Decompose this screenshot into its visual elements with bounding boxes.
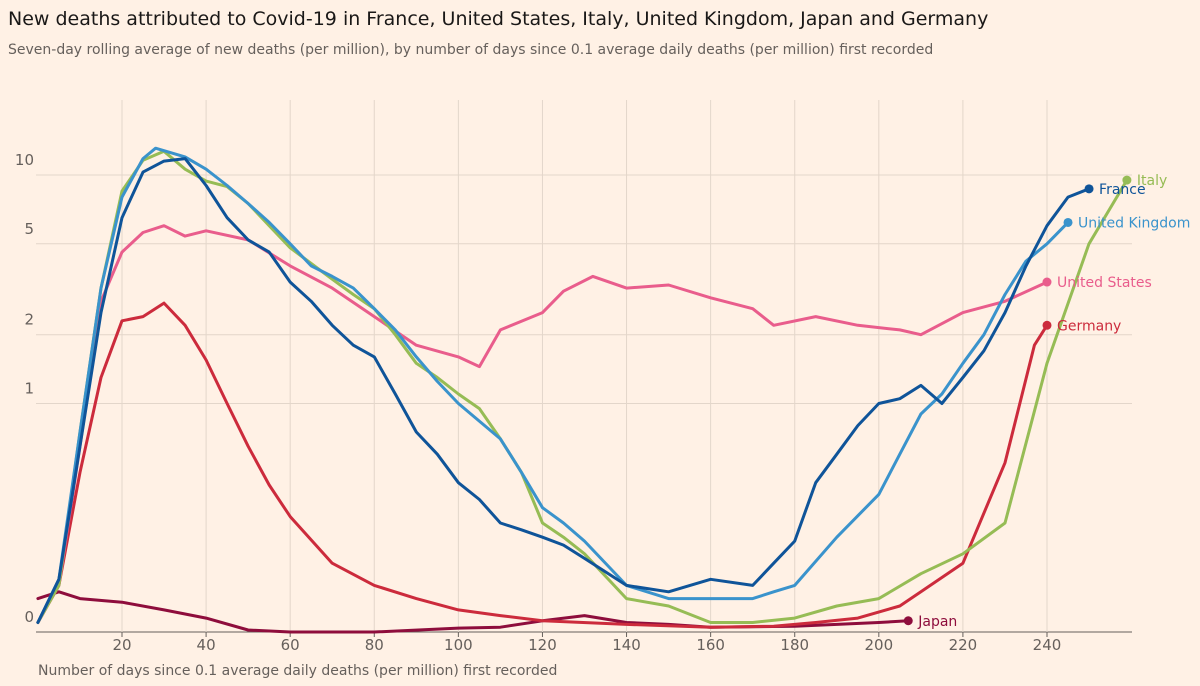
x-tick-label: 100 (444, 636, 473, 654)
x-tick-label: 80 (365, 636, 384, 654)
x-axis-ticks: 20 40 60 80 100 120 140 160 180 200 220 240 (112, 636, 1061, 654)
series-label-japan: Japan (917, 614, 957, 630)
series-label-italy: Italy (1137, 173, 1167, 189)
x-tick-label: 180 (780, 636, 809, 654)
x-tick-label: 140 (612, 636, 641, 654)
series-line-united-states (36, 224, 1049, 624)
x-tick-label: 200 (864, 636, 893, 654)
y-tick-label: 10 (15, 151, 34, 169)
series-line-germany (36, 301, 1049, 629)
x-tick-label: 240 (1033, 636, 1062, 654)
grid (36, 100, 1132, 637)
series-line-united-kingdom (36, 146, 1070, 624)
series-endpoint-japan (903, 616, 913, 626)
series-lines (36, 146, 1129, 634)
series-endpoint-united-states (1042, 277, 1052, 287)
series-labels: Japan Germany United States Italy United Kin… (903, 173, 1190, 630)
chart-subtitle: Seven-day rolling average of new deaths … (8, 42, 934, 58)
series-endpoint-united-kingdom (1063, 217, 1073, 227)
x-tick-label: 40 (197, 636, 216, 654)
series-label-germany: Germany (1057, 318, 1121, 334)
series-line-france (36, 157, 1091, 624)
x-tick-label: 220 (949, 636, 978, 654)
series-endpoint-france (1084, 184, 1094, 194)
series-endpoint-italy (1122, 175, 1132, 185)
y-tick-label: 1 (24, 380, 34, 398)
x-tick-label: 60 (281, 636, 300, 654)
y-axis-ticks: 0 1 2 5 10 (15, 151, 34, 626)
x-axis-label: Number of days since 0.1 average daily d… (38, 663, 557, 679)
x-tick-label: 20 (112, 636, 131, 654)
y-tick-label: 2 (24, 311, 34, 329)
series-label-united-states: United States (1057, 275, 1152, 291)
series-line-italy (36, 149, 1129, 624)
y-tick-label: 5 (24, 220, 34, 238)
x-tick-label: 120 (528, 636, 557, 654)
series-label-france: France (1099, 182, 1146, 198)
series-label-united-kingdom: United Kingdom (1078, 215, 1190, 231)
y-tick-label: 0 (24, 608, 34, 626)
chart-title: New deaths attributed to Covid-19 in Fra… (8, 8, 989, 30)
x-tick-label: 160 (696, 636, 725, 654)
series-endpoint-germany (1042, 320, 1052, 330)
